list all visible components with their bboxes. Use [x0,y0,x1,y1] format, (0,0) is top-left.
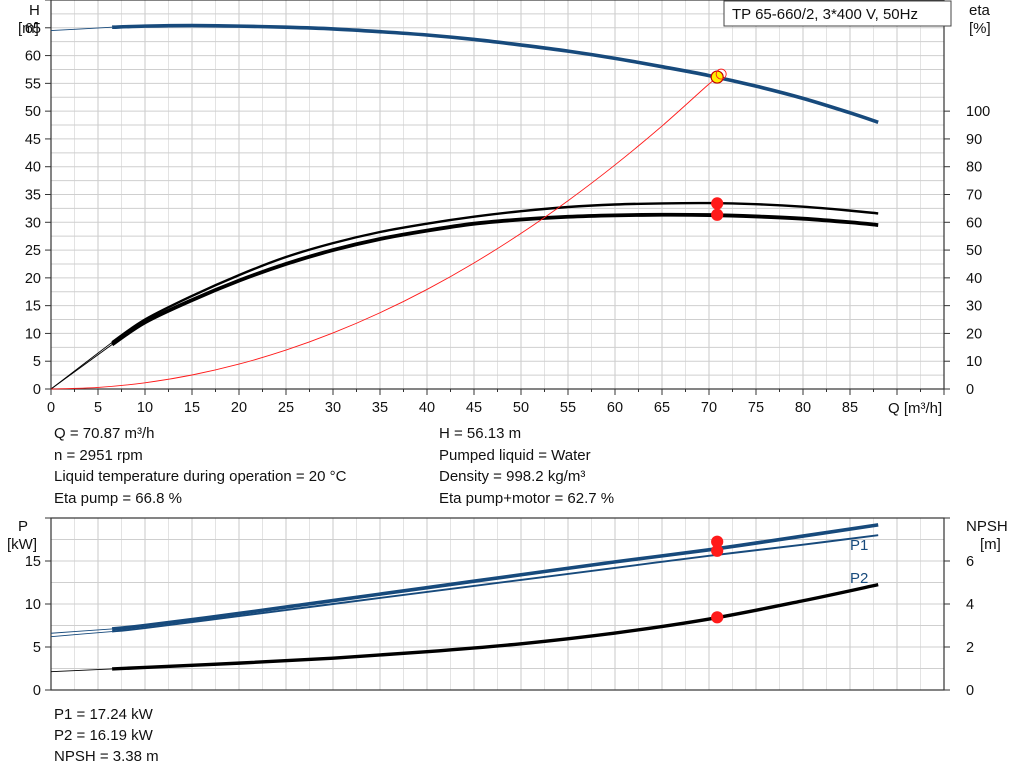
y-tick-label-right: 30 [966,299,982,315]
y-tick-label-right: 20 [966,326,982,342]
x-tick-label: 80 [795,400,811,416]
y-tick-label: 0 [33,382,41,398]
x-tick-label: 65 [654,400,670,416]
y-tick-label: 65 [25,21,41,37]
axis-ticks: 0 5 10 15 20 25 30 35 40 45 50 55 60 65 70 75 80 85051015… [25,0,990,699]
chart-title: TP 65-660/2, 3*400 V, 50Hz [732,6,918,23]
x-axis-label: Q [m³/h] [888,400,942,417]
series-label-p2: P2 [850,570,868,587]
y-tick-label: 50 [25,104,41,120]
operating-point-marker [711,197,724,210]
y-tick-label: 10 [25,597,41,613]
y-tick-label: 20 [25,271,41,287]
operating-point-ring [715,68,727,80]
y-tick-label-right: 40 [966,271,982,287]
series-line-NPSH [112,582,879,671]
operating-point-marker [711,544,724,557]
y-tick-label-right: 50 [966,243,982,259]
series-line-head [112,23,879,124]
info-temp: Liquid temperature during operation = 20… [54,468,347,485]
y-tick-label-right: 70 [966,188,982,204]
series-line-P1-extension [50,628,113,634]
y-axis-label-npsh: NPSH [m] [966,518,1008,553]
series-line-head-extension [50,26,113,32]
x-tick-label: 5 [94,400,102,416]
series-line-eta-total [111,201,879,344]
info-eta-total: Eta pump+motor = 62.7 % [439,490,615,507]
y-tick-label: 60 [25,49,41,65]
chart-title-box [723,0,952,27]
x-tick-label: 70 [701,400,717,416]
info-h: H = 56.13 m [439,425,522,442]
info-npsh: NPSH = 3.38 m [54,748,159,765]
y-tick-label-right: 0 [966,382,974,398]
y-tick-label-right: 100 [966,104,990,120]
top-chart-grid [50,0,945,390]
series-line-eta-pump [111,212,879,347]
info-density: Density = 998.2 kg/m³ [439,468,586,485]
x-tick-label: 85 [842,400,858,416]
y-tick-label-right: 4 [966,597,974,613]
y-axis-label-eta: eta [%] [969,2,991,37]
series-label-p1: P1 [850,537,868,554]
operating-point-marker [711,208,724,221]
x-tick-label: 30 [325,400,341,416]
y-tick-label: 45 [25,132,41,148]
y-tick-label: 5 [33,354,41,370]
x-tick-label: 40 [419,400,435,416]
y-tick-label: 40 [25,160,41,176]
y-tick-label-right: 10 [966,354,982,370]
y-tick-label: 0 [33,683,41,699]
info-eta-pump: Eta pump = 66.8 % [54,490,182,507]
info-n: n = 2951 rpm [54,447,143,464]
y-axis-label-power: P [kW] [7,518,37,553]
y-tick-label: 35 [25,188,41,204]
series-line-P2 [112,534,879,633]
series-line-P2-extension [50,631,113,638]
operating-point-marker [711,611,724,624]
top-chart-series [50,23,879,390]
y-tick-label: 30 [25,215,41,231]
x-tick-label: 10 [137,400,153,416]
y-tick-label: 5 [33,640,41,656]
x-tick-label: 25 [278,400,294,416]
series-line-eta-total-extension [50,341,113,390]
y-tick-label: 25 [25,243,41,259]
y-tick-label-right: 2 [966,640,974,656]
x-tick-label: 50 [513,400,529,416]
x-tick-label: 45 [466,400,482,416]
info-p1: P1 = 17.24 kW [54,706,153,723]
info-q: Q = 70.87 m³/h [54,425,155,442]
x-tick-label: 0 [47,400,55,416]
y-tick-label: 15 [25,299,41,315]
y-axis-label-head: H [m] [18,2,40,37]
series-line-NPSH-extension [50,668,113,673]
x-tick-label: 35 [372,400,388,416]
y-tick-label-right: 90 [966,132,982,148]
x-tick-label: 55 [560,400,576,416]
y-tick-label: 55 [25,76,41,92]
x-tick-label: 20 [231,400,247,416]
y-tick-label-right: 0 [966,683,974,699]
info-liquid: Pumped liquid = Water [439,447,591,464]
y-tick-label: 15 [25,554,41,570]
y-tick-label-right: 80 [966,160,982,176]
x-tick-label: 60 [607,400,623,416]
series-line-P1 [111,523,879,631]
x-tick-label: 15 [184,400,200,416]
y-tick-label: 10 [25,326,41,342]
info-p2: P2 = 16.19 kW [54,727,153,744]
series-line-system-curve [50,76,719,390]
y-tick-label-right: 6 [966,554,974,570]
x-tick-label: 75 [748,400,764,416]
bottom-chart-series [50,523,879,673]
y-tick-label-right: 60 [966,215,982,231]
